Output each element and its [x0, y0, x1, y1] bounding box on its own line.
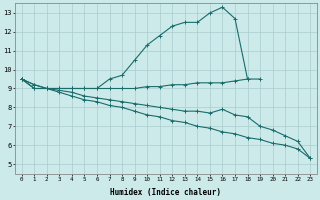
X-axis label: Humidex (Indice chaleur): Humidex (Indice chaleur) [110, 188, 221, 197]
